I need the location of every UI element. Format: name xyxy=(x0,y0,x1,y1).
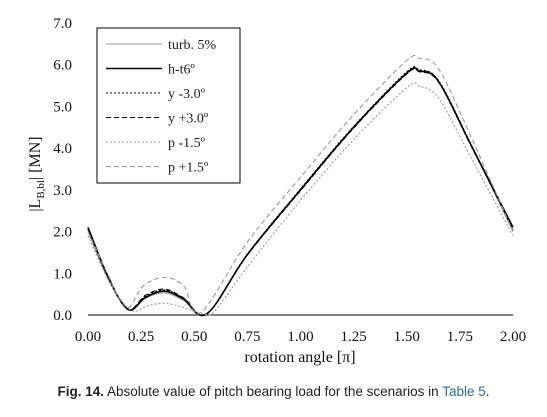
x-tick-label: 1.25 xyxy=(341,329,367,345)
y-tick-label: 5.0 xyxy=(53,99,72,115)
y-tick-label: 1.0 xyxy=(53,266,72,282)
x-tick-label: 1.50 xyxy=(394,329,420,345)
series-line xyxy=(87,54,514,315)
caption-tail: . xyxy=(485,384,490,399)
x-tick-labels: 0.00 0.25 0.50 0.75 1.00 1.25 1.50 1.75 2.00 xyxy=(75,329,526,345)
y-tick-labels: 0.0 1.0 2.0 3.0 4.0 5.0 6.0 7.0 xyxy=(53,16,72,324)
y-tick-label: 3.0 xyxy=(53,183,72,199)
legend-label: p +1.5º xyxy=(168,161,209,176)
chart: 0.00 0.25 0.50 0.75 1.00 1.25 1.50 1.75 2.00 0.0… xyxy=(27,16,526,366)
legend-label: turb. 5% xyxy=(168,38,217,53)
y-tick-label: 6.0 xyxy=(53,58,72,74)
x-tick-label: 2.00 xyxy=(500,329,526,345)
caption-label: Fig. 14. xyxy=(57,384,104,399)
y-axis-title: |LB,bl| [MN] xyxy=(27,136,47,211)
x-tick-label: 0.00 xyxy=(75,329,101,345)
x-tick-label: 1.00 xyxy=(287,329,313,345)
legend-box xyxy=(96,27,241,184)
legend: turb. 5% h-t6º y -3.0º y +3.0º p -1.5º p +1.5… xyxy=(96,27,241,184)
legend-label: h-t6º xyxy=(168,63,196,78)
y-tick-label: 7.0 xyxy=(53,16,72,32)
x-tick-label: 0.50 xyxy=(181,329,207,345)
x-tick-label: 0.75 xyxy=(234,329,260,345)
legend-label: y +3.0º xyxy=(168,112,209,127)
x-tick-label: 1.75 xyxy=(447,329,473,345)
series-line xyxy=(87,82,514,316)
y-tick-label: 0.0 xyxy=(53,308,72,324)
caption-text: Absolute value of pitch bearing load for… xyxy=(106,384,439,399)
series-layer xyxy=(87,54,514,317)
x-axis-title: rotation angle [π] xyxy=(244,349,355,366)
x-tick-label: 0.25 xyxy=(128,329,154,345)
legend-label: p -1.5º xyxy=(168,136,206,151)
caption-table-link[interactable]: Table 5 xyxy=(442,384,486,399)
y-tick-label: 2.0 xyxy=(53,225,72,241)
legend-label: y -3.0º xyxy=(168,87,206,102)
y-tick-label: 4.0 xyxy=(53,141,72,157)
figure-caption: Fig. 14. Absolute value of pitch bearing… xyxy=(0,384,547,399)
